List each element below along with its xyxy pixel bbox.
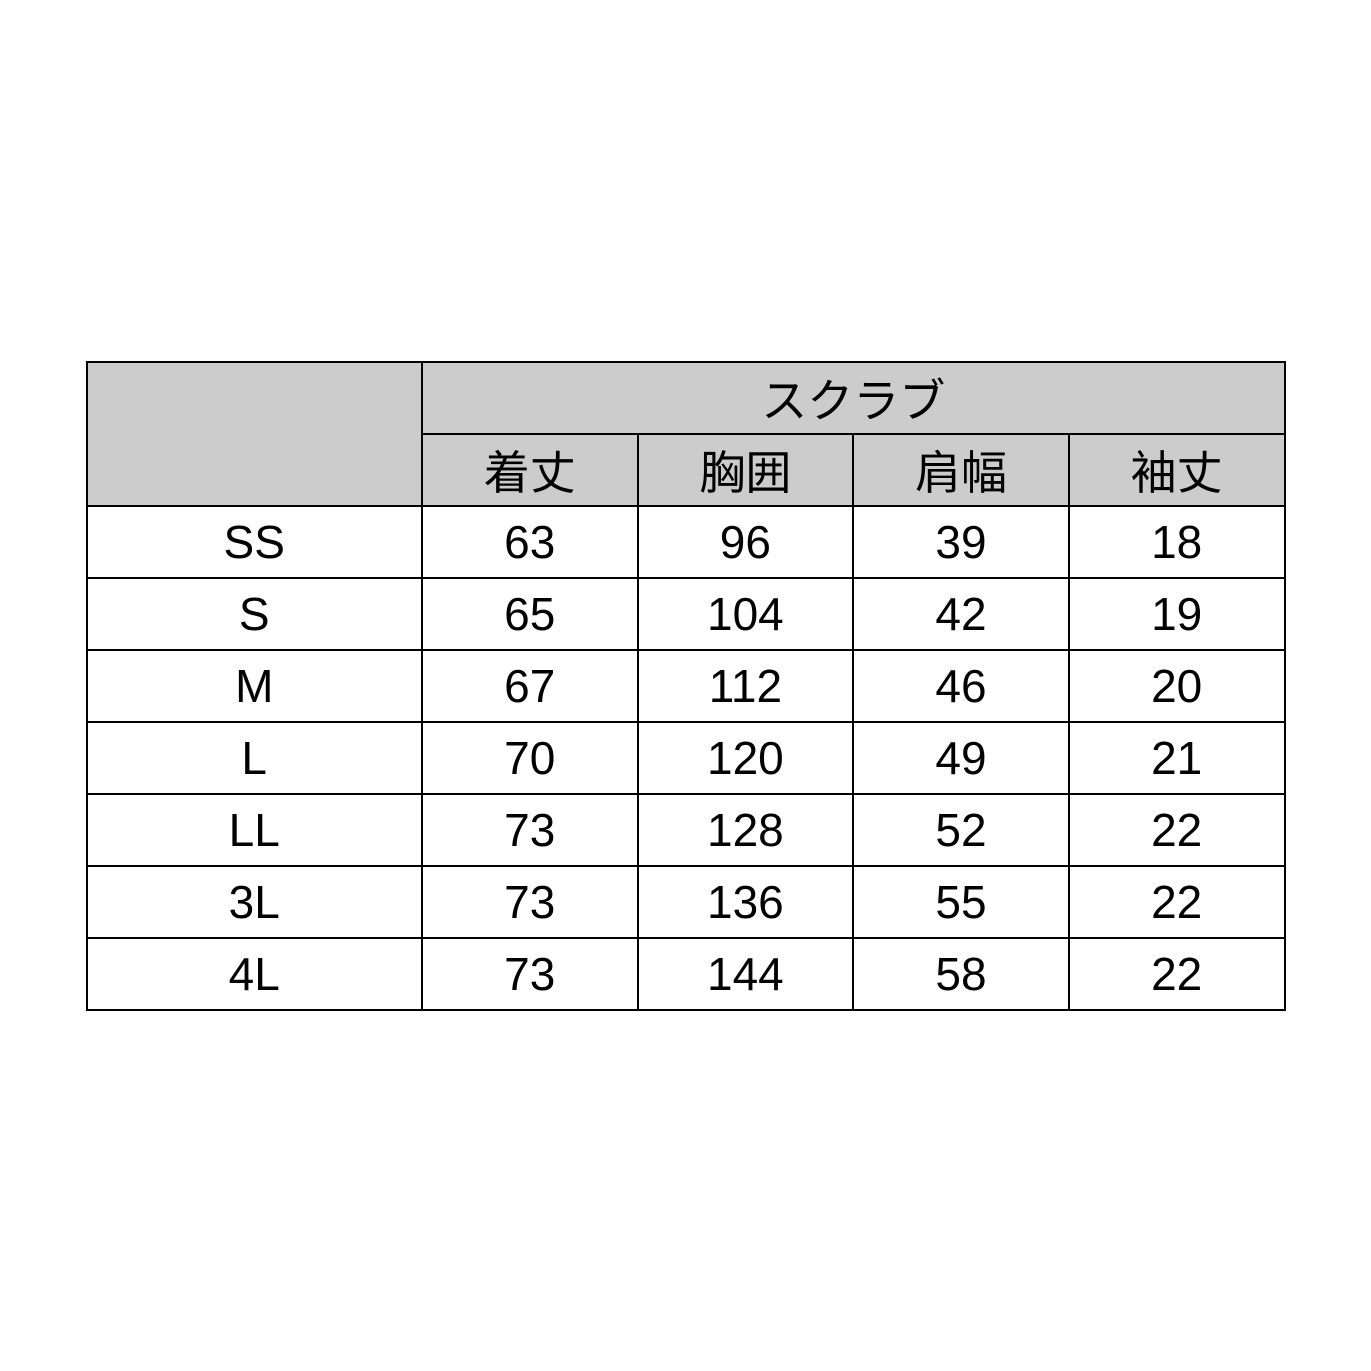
size-chart: スクラブ 着丈 胸囲 肩幅 袖丈 SS 63 96 39 18 S 65 104… [86,361,1286,1011]
row-label: M [87,650,422,722]
row-label: LL [87,794,422,866]
col-header-3: 袖丈 [1069,434,1285,506]
table-row: L 70 120 49 21 [87,722,1285,794]
cell: 22 [1069,794,1285,866]
header-blank [87,362,422,506]
cell: 73 [422,938,638,1010]
cell: 67 [422,650,638,722]
col-header-2: 肩幅 [853,434,1069,506]
cell: 73 [422,866,638,938]
cell: 22 [1069,866,1285,938]
cell: 22 [1069,938,1285,1010]
col-header-0: 着丈 [422,434,638,506]
cell: 73 [422,794,638,866]
cell: 120 [638,722,854,794]
table-row: 4L 73 144 58 22 [87,938,1285,1010]
cell: 96 [638,506,854,578]
table-header-row-1: スクラブ [87,362,1285,434]
cell: 70 [422,722,638,794]
table-row: SS 63 96 39 18 [87,506,1285,578]
cell: 55 [853,866,1069,938]
cell: 18 [1069,506,1285,578]
row-label: SS [87,506,422,578]
table-row: M 67 112 46 20 [87,650,1285,722]
table-row: S 65 104 42 19 [87,578,1285,650]
cell: 63 [422,506,638,578]
table-row: LL 73 128 52 22 [87,794,1285,866]
row-label: 3L [87,866,422,938]
cell: 128 [638,794,854,866]
cell: 49 [853,722,1069,794]
cell: 58 [853,938,1069,1010]
cell: 52 [853,794,1069,866]
table-row: 3L 73 136 55 22 [87,866,1285,938]
cell: 46 [853,650,1069,722]
header-title: スクラブ [422,362,1285,434]
size-table: スクラブ 着丈 胸囲 肩幅 袖丈 SS 63 96 39 18 S 65 104… [86,361,1286,1011]
row-label: L [87,722,422,794]
row-label: S [87,578,422,650]
cell: 104 [638,578,854,650]
cell: 21 [1069,722,1285,794]
row-label: 4L [87,938,422,1010]
cell: 39 [853,506,1069,578]
cell: 112 [638,650,854,722]
cell: 20 [1069,650,1285,722]
cell: 65 [422,578,638,650]
col-header-1: 胸囲 [638,434,854,506]
cell: 144 [638,938,854,1010]
cell: 19 [1069,578,1285,650]
cell: 136 [638,866,854,938]
cell: 42 [853,578,1069,650]
